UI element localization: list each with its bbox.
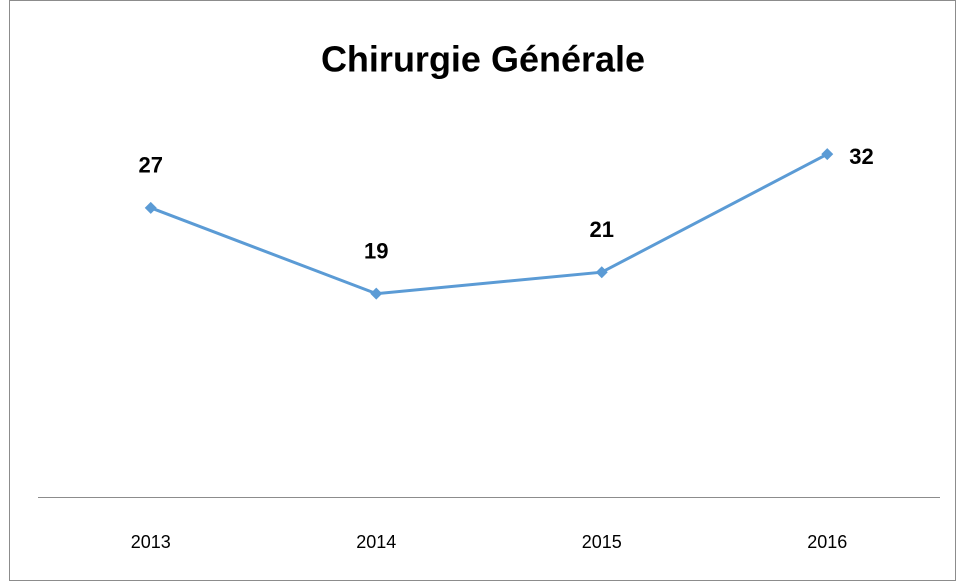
data-label: 21 [590,217,614,242]
data-marker [144,201,157,214]
chart-frame [9,0,956,581]
x-tick-label: 2015 [582,532,622,552]
data-label: 19 [364,238,388,263]
data-line [150,152,828,296]
data-label: 32 [849,144,873,169]
x-tick-label: 2016 [807,532,847,552]
x-tick-label: 2014 [356,532,396,552]
data-marker [595,266,608,279]
data-marker [370,287,383,300]
data-label: 27 [139,153,163,178]
data-marker [821,148,834,161]
x-tick-label: 2013 [131,532,171,552]
chart-title: Chirurgie Générale [321,39,645,80]
